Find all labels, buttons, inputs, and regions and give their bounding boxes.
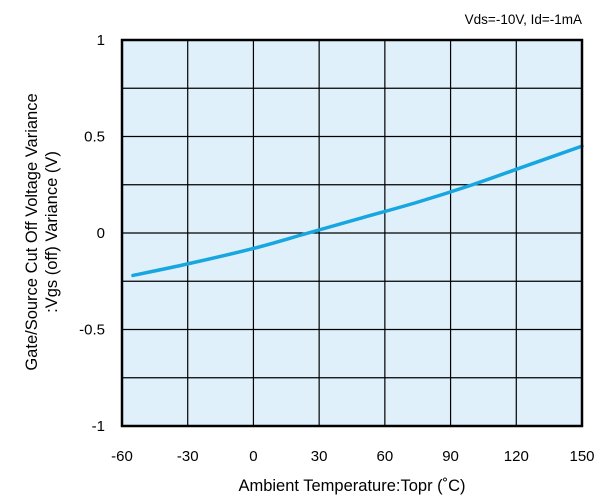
x-tick-label: -60 (111, 448, 133, 465)
plot-border (120, 38, 584, 428)
y-tick-label: 0 (97, 225, 105, 242)
annotation: Vds=-10V, Id=-1mA (465, 12, 582, 27)
x-tick-label: 0 (249, 448, 257, 465)
y-axis-label-line1: Gate/Source Cut Off Voltage Variance (23, 93, 41, 370)
x-tick-label: 150 (569, 448, 594, 465)
x-tick-label: 60 (377, 448, 394, 465)
y-axis-label-line2: :Vgs (off) Variance (V) (43, 151, 61, 313)
y-tick-labels: 1 0.5 0 -0.5 -1 (79, 32, 105, 435)
x-tick-labels: -60 -30 0 30 60 90 120 150 (111, 448, 594, 465)
series-line (131, 144, 584, 278)
y-tick-label: -1 (92, 418, 105, 435)
y-tick-label: -0.5 (79, 322, 105, 339)
x-tick-label: 90 (442, 448, 459, 465)
x-tick-label: -30 (177, 448, 199, 465)
x-tick-label: 120 (504, 448, 529, 465)
y-tick-label: 0.5 (84, 129, 105, 146)
x-axis-label: Ambient Temperature:Topr (˚C) (238, 477, 465, 495)
x-tick-label: 30 (311, 448, 328, 465)
y-tick-label: 1 (97, 32, 105, 49)
